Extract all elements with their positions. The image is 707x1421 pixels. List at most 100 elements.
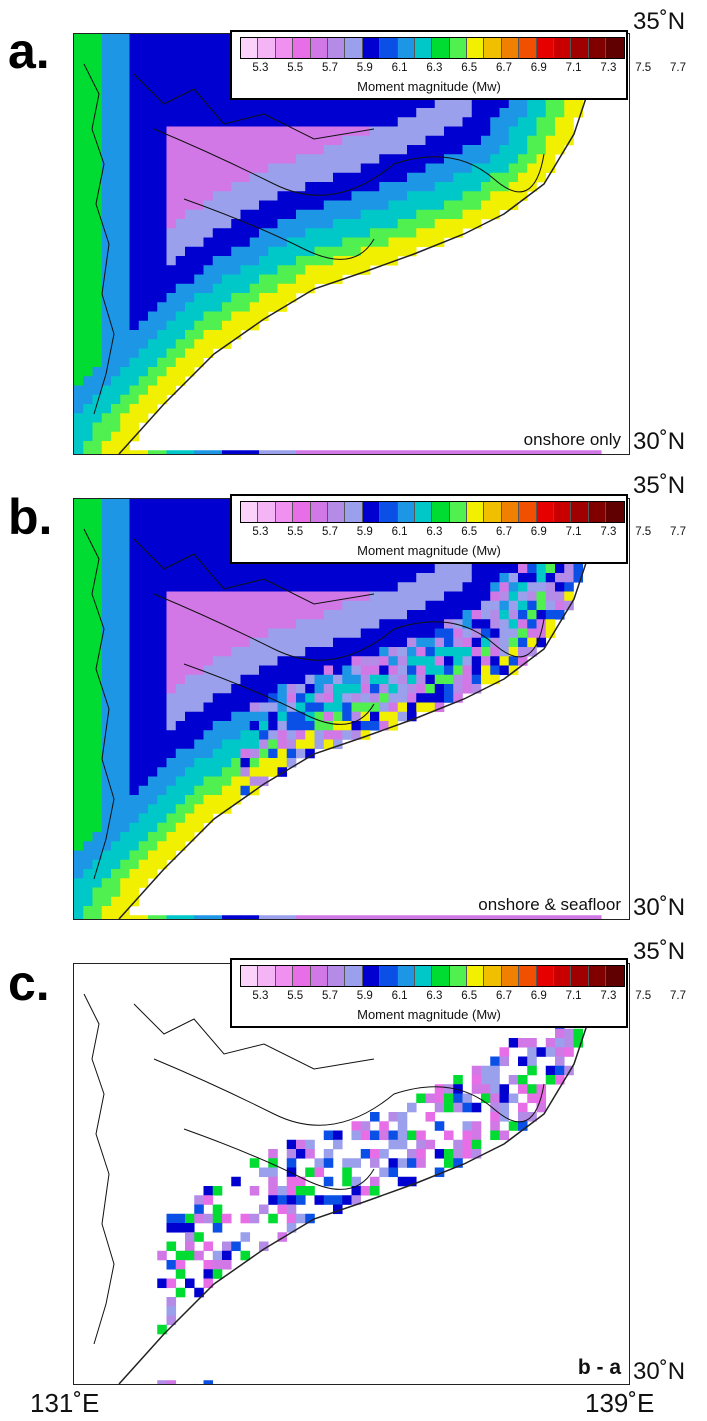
- grid-cell: [462, 563, 473, 574]
- grid-cell: [453, 182, 463, 192]
- grid-cell: [138, 89, 149, 100]
- grid-cell: [212, 80, 223, 90]
- grid-cell: [120, 413, 130, 423]
- grid-cell: [305, 665, 315, 676]
- grid-cell: [203, 739, 214, 750]
- grid-cell: [111, 906, 121, 916]
- grid-cell: [166, 191, 177, 201]
- grid-cell: [222, 154, 232, 164]
- grid-cell: [212, 200, 223, 211]
- grid-cell: [203, 320, 214, 331]
- grid-cell: [462, 182, 473, 192]
- grid-cell: [323, 274, 334, 285]
- grid-cell: [416, 98, 426, 109]
- grid-cell: [249, 108, 260, 118]
- grid-cell: [296, 1139, 306, 1150]
- grid-cell: [212, 450, 223, 454]
- grid-cell: [157, 730, 167, 740]
- grid-cell: [286, 1167, 297, 1178]
- panel-c-map: b - a: [73, 963, 630, 1385]
- grid-cell: [296, 1195, 306, 1205]
- legend-swatch: [571, 38, 589, 58]
- grid-cell: [157, 450, 167, 454]
- grid-cell: [101, 182, 112, 192]
- grid-cell: [194, 450, 204, 454]
- grid-cell: [416, 191, 426, 201]
- grid-cell: [286, 563, 297, 574]
- grid-cell: [185, 647, 195, 657]
- grid-cell: [434, 619, 445, 629]
- grid-cell: [462, 1093, 473, 1104]
- grid-cell: [185, 89, 195, 100]
- grid-cell: [444, 182, 454, 192]
- grid-cell: [111, 730, 121, 740]
- grid-cell: [222, 80, 232, 90]
- grid-cell: [333, 182, 343, 192]
- grid-cell: [203, 813, 214, 824]
- grid-cell: [471, 665, 482, 676]
- grid-cell: [545, 591, 556, 602]
- grid-cell: [277, 721, 288, 731]
- grid-cell: [74, 508, 84, 518]
- grid-cell: [166, 1223, 177, 1233]
- grid-cell: [120, 508, 130, 518]
- grid-cell: [499, 450, 510, 454]
- grid-cell: [185, 619, 195, 629]
- grid-cell: [277, 563, 288, 574]
- grid-cell: [194, 330, 204, 340]
- grid-cell: [92, 52, 103, 63]
- grid-cell: [92, 71, 103, 81]
- grid-cell: [83, 348, 93, 359]
- legend-a: 5.3 5.5 5.7 5.9 6.1 6.3 6.5 6.7 6.9 7.1 7.3 7.5 7.7 …: [230, 30, 686, 100]
- grid-cell: [397, 665, 408, 676]
- grid-cell: [212, 804, 223, 814]
- grid-cell: [83, 154, 93, 164]
- grid-cell: [120, 154, 130, 164]
- grid-cell: [166, 582, 177, 592]
- grid-cell: [222, 776, 232, 787]
- grid-cell: [471, 1075, 482, 1085]
- grid-cell: [83, 869, 93, 879]
- grid-cell: [296, 656, 306, 666]
- grid-cell: [157, 600, 167, 611]
- grid-cell: [148, 145, 158, 155]
- grid-cell: [166, 34, 177, 44]
- grid-cell: [555, 563, 565, 574]
- grid-cell: [166, 1297, 177, 1307]
- grid-cell: [111, 154, 121, 164]
- grid-cell: [148, 339, 158, 349]
- legend-ticks: 5.3 5.5 5.7 5.9 6.1 6.3 6.5 6.7 6.9 7.1 7.3 7.5 7.7: [240, 990, 686, 1006]
- grid-cell: [92, 795, 103, 805]
- grid-cell: [314, 163, 325, 174]
- grid-cell: [92, 804, 103, 814]
- grid-cell: [490, 600, 500, 611]
- grid-cell: [462, 600, 473, 611]
- grid-cell: [166, 117, 177, 127]
- grid-cell: [333, 656, 343, 666]
- grid-cell: [527, 154, 537, 164]
- grid-cell: [555, 126, 565, 137]
- grid-cell: [490, 628, 500, 639]
- grid-cell: [305, 684, 315, 694]
- grid-cell: [351, 1130, 362, 1141]
- grid-cell: [434, 647, 445, 657]
- grid-cell: [222, 450, 232, 454]
- grid-cell: [157, 767, 167, 777]
- grid-cell: [471, 563, 482, 574]
- legend-tick: 6.9: [530, 990, 547, 1002]
- grid-cell: [175, 721, 186, 731]
- grid-cell: [222, 265, 232, 275]
- legend-swatch: [519, 502, 537, 522]
- grid-cell: [129, 822, 140, 833]
- grid-cell: [111, 536, 121, 546]
- grid-cell: [397, 573, 408, 583]
- grid-cell: [564, 591, 574, 602]
- grid-cell: [370, 450, 380, 454]
- grid-cell: [342, 172, 352, 183]
- grid-cell: [397, 145, 408, 155]
- grid-cell: [120, 721, 130, 731]
- grid-cell: [490, 591, 500, 602]
- grid-cell: [296, 98, 306, 109]
- grid-cell: [92, 172, 103, 183]
- grid-cell: [527, 450, 537, 454]
